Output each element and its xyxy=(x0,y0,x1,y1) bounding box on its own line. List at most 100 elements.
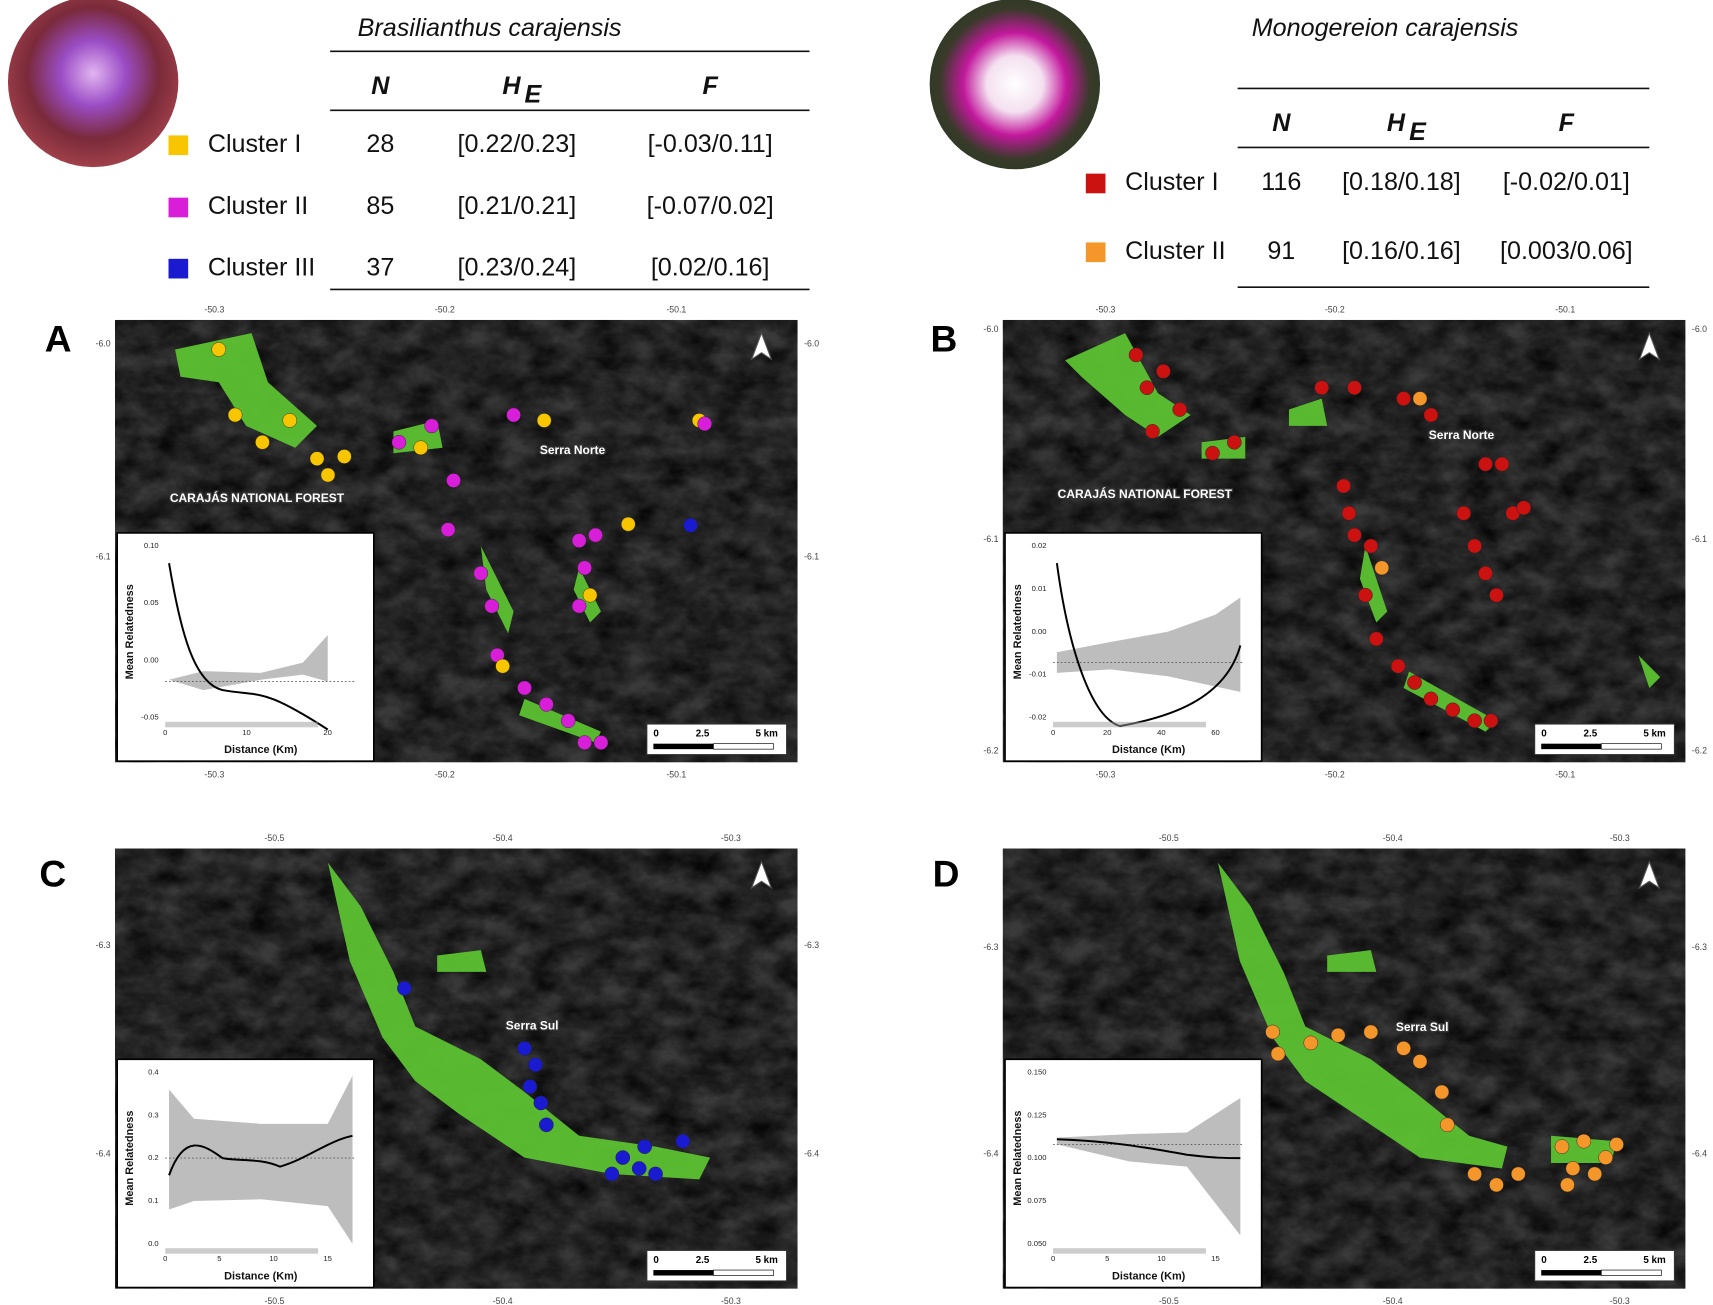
cell-f: [-0.03/0.11] xyxy=(648,130,773,158)
cell-n: 37 xyxy=(366,253,394,281)
sample-point xyxy=(1609,1137,1624,1152)
lon-label-bottom: -50.4 xyxy=(1383,1296,1403,1305)
forest-area xyxy=(175,333,601,743)
inset-x-tick: 20 xyxy=(323,728,331,737)
sample-point xyxy=(1412,391,1428,406)
sample-point xyxy=(1483,713,1499,729)
sample-point xyxy=(1467,713,1482,729)
inset-y-tick: 0.2 xyxy=(148,1153,159,1162)
sample-point xyxy=(1467,538,1482,554)
inset-y-tick: 0.3 xyxy=(148,1110,159,1119)
header-f: F xyxy=(1559,109,1575,137)
panel-label: B xyxy=(930,318,957,360)
sample-point xyxy=(1587,1166,1603,1182)
sample-point xyxy=(227,407,243,423)
place-name: Serra Norte xyxy=(1429,428,1495,442)
relatedness-curve xyxy=(168,563,329,731)
sample-point xyxy=(536,413,552,428)
scale-box xyxy=(1534,723,1675,756)
sample-point xyxy=(255,434,270,450)
lat-label-right: -6.4 xyxy=(1692,1149,1707,1159)
sample-point xyxy=(517,680,532,696)
inset-y-tick: -0.02 xyxy=(1029,712,1046,721)
sample-point xyxy=(560,713,576,729)
sample-point xyxy=(1576,1133,1592,1149)
sample-point xyxy=(1347,527,1362,543)
inset-x-tick: 20 xyxy=(1103,728,1111,737)
lon-label-top: -50.4 xyxy=(493,833,513,843)
header-f: F xyxy=(702,72,718,100)
sample-point xyxy=(539,697,554,712)
inset-x-tick: 0 xyxy=(1051,1254,1055,1263)
cluster-swatch xyxy=(168,258,189,279)
sample-point xyxy=(1314,380,1330,395)
inset-x-label: Distance (Km) xyxy=(1112,744,1186,756)
lon-label-top: -50.1 xyxy=(1555,304,1575,314)
inset-x-tick: 0 xyxy=(1051,728,1055,737)
distance-rug xyxy=(1053,721,1206,728)
sample-point xyxy=(1374,560,1390,576)
inset-y-tick: 0.150 xyxy=(1027,1067,1046,1076)
sample-point xyxy=(593,735,609,750)
sample-point xyxy=(1489,1177,1504,1193)
sample-point xyxy=(577,735,592,750)
species-title: Brasilianthus carajensis xyxy=(358,14,622,42)
lon-label-bottom: -50.3 xyxy=(204,770,224,780)
sample-point xyxy=(539,1117,554,1133)
lat-label-left: -6.0 xyxy=(983,324,998,334)
north-arrow xyxy=(1638,860,1661,890)
sample-point xyxy=(582,587,598,603)
sample-point xyxy=(1467,1166,1482,1182)
scale-bar-black xyxy=(1541,743,1602,750)
inset-y-tick: 0.0 xyxy=(148,1239,159,1248)
lat-label-right: -6.1 xyxy=(804,551,819,561)
inset-y-tick: 0.1 xyxy=(148,1196,159,1205)
inset-x-tick: 40 xyxy=(1157,728,1165,737)
lon-label-bottom: -50.2 xyxy=(1325,770,1345,780)
sample-point xyxy=(1560,1177,1575,1193)
cell-he: [0.18/0.18] xyxy=(1342,168,1461,196)
inset-x-tick: 0 xyxy=(163,1254,167,1263)
inset-y-tick: 0.02 xyxy=(1032,541,1047,550)
cluster-name: Cluster I xyxy=(208,130,302,158)
header-he: H xyxy=(502,72,521,100)
sample-point xyxy=(309,451,325,466)
cluster-swatch xyxy=(168,135,189,156)
inset-y-label: Mean Relatedness xyxy=(124,584,136,679)
sample-point xyxy=(615,1150,631,1165)
lat-label-left: -6.3 xyxy=(96,940,111,950)
photo-brasilianthus xyxy=(8,0,179,168)
relatedness-curve xyxy=(1056,1138,1241,1160)
sample-point xyxy=(577,560,592,576)
north-arrow xyxy=(1638,331,1661,361)
header-he-sub: E xyxy=(1409,118,1427,146)
scale-bar-white xyxy=(1600,743,1662,750)
sample-point xyxy=(337,449,352,464)
sample-point xyxy=(1489,587,1504,603)
sample-point xyxy=(484,598,500,614)
sample-point xyxy=(1565,1161,1581,1176)
forest-area xyxy=(1217,862,1617,1169)
sample-point xyxy=(413,440,429,456)
sample-point xyxy=(1227,434,1242,450)
lat-label-right: -6.0 xyxy=(1692,324,1707,334)
sample-point xyxy=(683,517,698,533)
sample-point xyxy=(517,1041,532,1056)
distance-rug xyxy=(165,721,319,728)
sample-point xyxy=(211,342,227,357)
cluster-name: Cluster I xyxy=(1125,168,1219,196)
sample-point xyxy=(604,1166,620,1182)
place-name: CARAJÁS NATIONAL FOREST xyxy=(1058,486,1233,501)
sample-point xyxy=(282,413,298,428)
sample-point xyxy=(1270,1046,1286,1062)
inset-y-tick: 0.00 xyxy=(144,655,159,664)
sample-point xyxy=(522,1079,538,1094)
place-name: Serra Sul xyxy=(506,1019,559,1033)
lat-label-right: -6.3 xyxy=(804,940,819,950)
lon-label-top: -50.3 xyxy=(1610,833,1630,843)
lat-label-right: -6.3 xyxy=(1692,942,1707,952)
lon-label-bottom: -50.5 xyxy=(264,1296,284,1305)
scale-bar-black xyxy=(653,1270,714,1276)
scale-label: 0 xyxy=(653,1255,659,1266)
sample-point xyxy=(1510,1166,1526,1182)
